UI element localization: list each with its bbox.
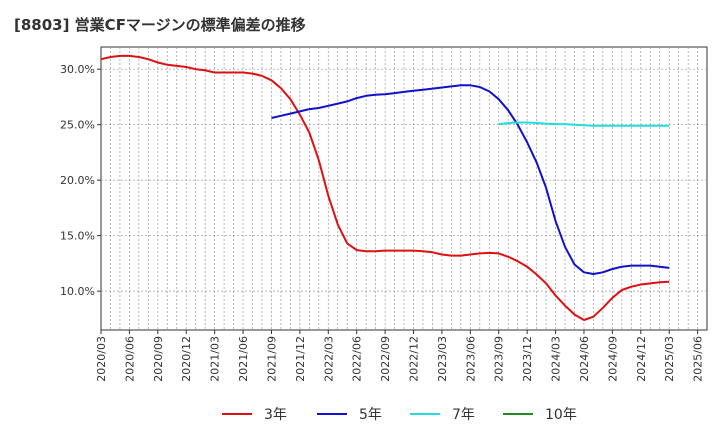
grid-lines	[101, 47, 707, 330]
series-lines	[100, 54, 670, 321]
legend-label-2: 7年	[452, 407, 475, 423]
x-tick-label: 2025/06	[692, 336, 705, 382]
x-tick-label: 2020/03	[95, 336, 108, 382]
chart-title: [8803] 営業CFマージンの標準偏差の推移	[14, 16, 306, 34]
x-tick-label: 2021/12	[294, 336, 307, 382]
x-tick-label: 2022/09	[379, 336, 392, 382]
y-tick-label: 25.0%	[60, 119, 95, 132]
series-line-1	[271, 84, 670, 275]
x-tick-label: 2023/06	[464, 336, 477, 382]
legend: 3年 5年 7年 10年	[222, 407, 577, 423]
y-tick-label: 10.0%	[60, 285, 95, 298]
x-tick-label: 2020/12	[180, 336, 193, 382]
x-tick-label: 2022/12	[408, 336, 421, 382]
x-tick-label: 2023/03	[436, 336, 449, 382]
x-tick-label: 2021/06	[237, 336, 250, 382]
x-tick-label: 2022/06	[351, 336, 364, 382]
x-tick-label: 2020/06	[123, 336, 136, 382]
y-tick-label: 30.0%	[60, 63, 95, 76]
series-line-0	[100, 54, 670, 321]
y-tick-label: 15.0%	[60, 230, 95, 243]
x-tick-label: 2021/09	[265, 336, 278, 382]
x-tick-label: 2025/03	[663, 336, 676, 382]
x-tick-label: 2024/12	[635, 336, 648, 382]
legend-label-1: 5年	[359, 407, 382, 423]
y-axis-tick-labels: 10.0% 15.0% 20.0% 25.0% 30.0%	[60, 63, 101, 298]
x-tick-label: 2024/09	[606, 336, 619, 382]
x-axis-tick-labels: 2020/03 2020/06 2020/09 2020/12 2021/03 2021/…	[95, 330, 705, 382]
series-line-2	[498, 121, 670, 127]
x-tick-label: 2023/09	[493, 336, 506, 382]
legend-label-3: 10年	[545, 407, 577, 423]
x-tick-label: 2023/12	[521, 336, 534, 382]
x-tick-label: 2022/03	[322, 336, 335, 382]
x-tick-label: 2024/06	[578, 336, 591, 382]
x-tick-label: 2021/03	[209, 336, 222, 382]
x-tick-label: 2020/09	[152, 336, 165, 382]
y-tick-label: 20.0%	[60, 174, 95, 187]
x-tick-label: 2024/03	[550, 336, 563, 382]
legend-label-0: 3年	[264, 407, 287, 423]
